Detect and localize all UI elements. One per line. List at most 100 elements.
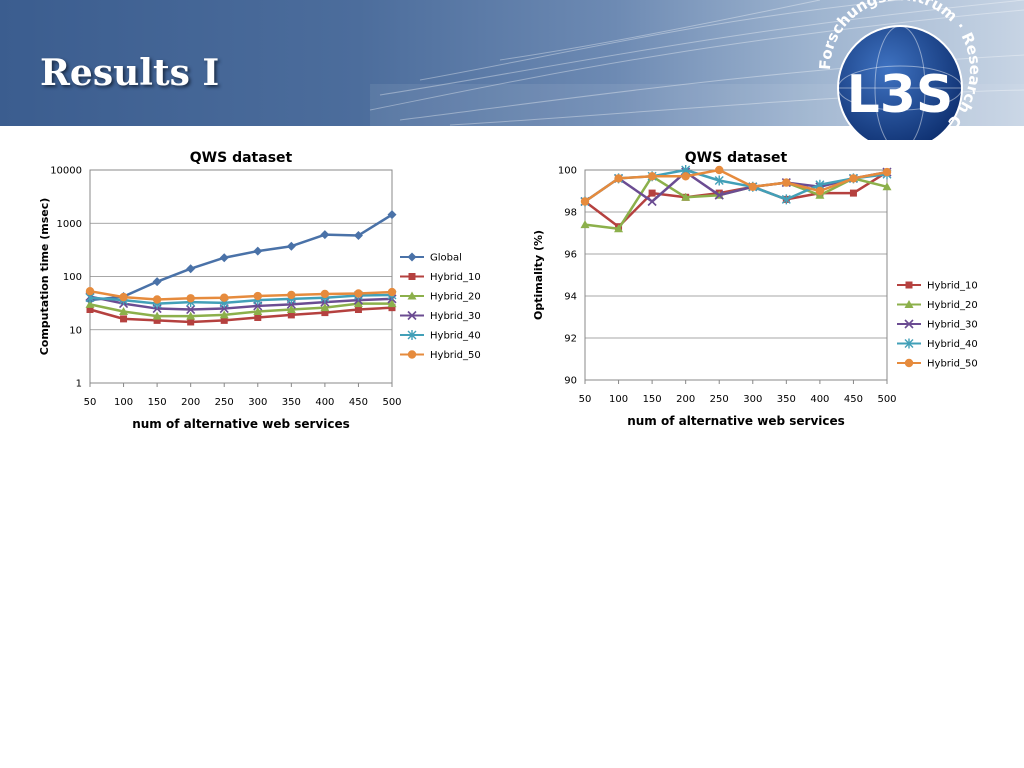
legend-label: Hybrid_30 <box>927 320 978 331</box>
data-point <box>354 289 363 298</box>
legend-label: Global <box>430 253 462 264</box>
series-line <box>584 168 888 203</box>
x-tick-label: 150 <box>643 394 662 405</box>
data-point <box>186 304 196 315</box>
data-point <box>186 264 196 274</box>
y-tick-label: 100 <box>63 272 82 283</box>
data-point <box>120 315 128 323</box>
x-tick-label: 50 <box>84 397 97 408</box>
data-point <box>580 220 590 229</box>
x-tick-label: 300 <box>743 394 762 405</box>
legend-entry: Hybrid_50 <box>897 359 978 370</box>
legend-marker <box>904 300 914 308</box>
series-hybrid-50 <box>580 165 892 206</box>
data-point <box>119 307 129 316</box>
data-point <box>220 293 229 302</box>
legend-marker <box>905 281 913 289</box>
plot-area <box>584 169 888 381</box>
data-point <box>647 196 657 207</box>
y-axis-label: Computation time (msec) <box>38 198 51 356</box>
data-point <box>849 174 858 183</box>
legend-entry: Hybrid_20 <box>897 300 978 311</box>
data-point <box>387 299 397 308</box>
y-tick-label: 94 <box>564 292 577 303</box>
data-point <box>186 311 196 320</box>
data-point <box>253 307 263 316</box>
data-point <box>882 167 892 177</box>
x-tick-label: 450 <box>349 397 368 408</box>
x-tick-label: 350 <box>777 394 796 405</box>
x-tick-label: 500 <box>382 397 401 408</box>
data-point <box>254 313 262 321</box>
l3s-logo: L3S Forschungszentrum · Research Center <box>800 0 984 140</box>
x-tick-label: 200 <box>181 397 200 408</box>
data-point <box>748 182 757 191</box>
data-point <box>647 172 657 181</box>
series-line <box>89 295 393 311</box>
x-tick-label: 150 <box>148 397 167 408</box>
data-point <box>253 246 263 256</box>
legend-entry: Hybrid_10 <box>897 281 978 292</box>
x-tick-label: 300 <box>248 397 267 408</box>
data-point <box>152 295 162 304</box>
legend-entry: Hybrid_40 <box>400 330 481 342</box>
legend-label: Hybrid_50 <box>430 350 481 361</box>
chart-title: QWS dataset <box>685 150 788 166</box>
data-point <box>614 224 624 233</box>
data-point <box>387 210 397 220</box>
data-point <box>714 175 724 186</box>
data-point <box>681 192 691 201</box>
series-hybrid-10 <box>86 304 396 326</box>
optimality-chart: 90 92 94 96 98 100 50 100 150 200 250 300 350 400 450 5… <box>532 150 978 428</box>
legend-entry: Hybrid_40 <box>897 338 978 350</box>
data-point <box>354 306 362 314</box>
data-point <box>815 186 825 196</box>
data-point <box>253 291 262 301</box>
slide-title: Results I <box>40 52 220 94</box>
legend-label: Hybrid_40 <box>430 331 481 342</box>
x-tick-label: 250 <box>215 397 234 408</box>
legend-marker <box>904 319 914 329</box>
data-point <box>186 294 195 303</box>
logo-brand: L3S <box>847 65 954 125</box>
legend-label: Hybrid_20 <box>927 300 978 311</box>
legend-label: Hybrid_10 <box>430 272 481 283</box>
data-point <box>85 299 95 308</box>
data-point <box>353 230 363 240</box>
chart-title: QWS dataset <box>190 150 293 166</box>
data-point <box>85 286 95 296</box>
y-tick-label: 92 <box>564 334 577 345</box>
series-line <box>89 213 393 302</box>
data-point <box>286 241 296 251</box>
data-point <box>614 174 623 183</box>
legend-entry: Hybrid_20 <box>400 291 481 303</box>
series-line <box>89 293 393 305</box>
legend-entry: Hybrid_30 <box>897 319 978 331</box>
data-point <box>849 189 857 197</box>
x-tick-label: 400 <box>315 397 334 408</box>
y-tick-label: 1 <box>76 379 82 390</box>
series-line <box>89 302 392 318</box>
series-line <box>89 289 393 301</box>
data-point <box>388 304 396 312</box>
x-tick-label: 200 <box>676 394 695 405</box>
y-tick-label: 100 <box>558 166 577 177</box>
x-tick-label: 100 <box>114 397 133 408</box>
data-point <box>152 277 162 287</box>
data-point <box>86 306 94 314</box>
data-point <box>219 310 229 319</box>
legend-entry: Global <box>400 252 462 264</box>
data-point <box>321 309 329 317</box>
legend-label: Hybrid_30 <box>430 311 481 322</box>
data-point <box>219 253 229 263</box>
legend-entry: Hybrid_30 <box>400 310 481 322</box>
data-point <box>220 316 228 324</box>
legend-marker <box>407 310 417 321</box>
y-tick-label: 10000 <box>50 166 82 177</box>
data-point <box>715 165 724 175</box>
x-tick-label: 100 <box>609 394 628 405</box>
data-point <box>782 178 791 187</box>
legend-marker <box>904 338 914 349</box>
legend-entry: Hybrid_50 <box>400 350 481 361</box>
data-point <box>320 289 330 299</box>
